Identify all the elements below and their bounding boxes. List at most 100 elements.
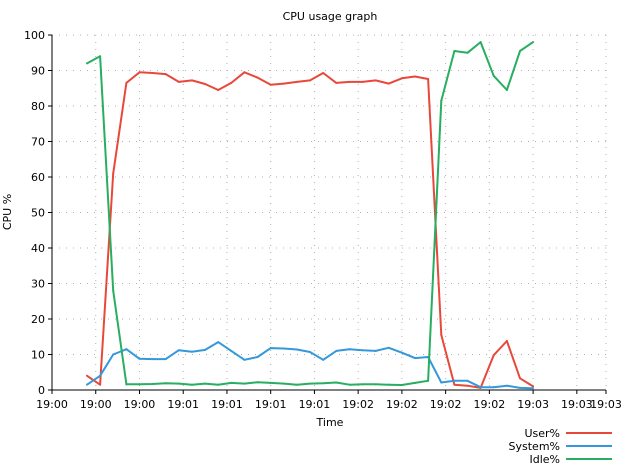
data-point [282, 347, 285, 350]
y-tick-label: 30 [31, 278, 45, 291]
data-point [309, 351, 312, 354]
data-point [348, 383, 351, 386]
data-point [518, 377, 521, 380]
data-point [505, 384, 508, 387]
data-point [217, 89, 220, 92]
x-tick-label: 19:00 [124, 398, 156, 411]
x-tick-label: 19:01 [255, 398, 287, 411]
data-point [387, 82, 390, 85]
data-point [125, 348, 128, 351]
data-point [322, 358, 325, 361]
data-point [505, 89, 508, 92]
data-point [414, 75, 417, 78]
data-point [85, 374, 88, 377]
data-point [453, 379, 456, 382]
data-point [269, 381, 272, 384]
x-tick-label: 19:01 [299, 398, 331, 411]
y-tick-label: 0 [38, 384, 45, 397]
data-point [505, 340, 508, 343]
y-tick-label: 60 [31, 171, 45, 184]
y-tick-label: 10 [31, 349, 45, 362]
data-point [99, 55, 102, 58]
data-point [164, 358, 167, 361]
x-tick-label: 19:03 [561, 398, 593, 411]
data-point [532, 387, 535, 390]
series-line-user-pct [86, 71, 534, 389]
legend: User%System%Idle% [509, 427, 612, 466]
y-tick-label: 70 [31, 136, 45, 149]
axes [48, 34, 607, 394]
data-point [400, 77, 403, 80]
data-point [479, 41, 482, 44]
data-point [256, 381, 259, 384]
data-point [466, 51, 469, 54]
data-point [177, 382, 180, 385]
x-tick-label: 19:00 [36, 398, 68, 411]
data-point [361, 80, 364, 83]
series-line-idle-pct [86, 41, 534, 386]
data-point [466, 384, 469, 387]
series-line-system-pct [86, 341, 534, 390]
data-point [453, 383, 456, 386]
data-point [204, 382, 207, 385]
data-point [466, 379, 469, 382]
data-point [243, 71, 246, 74]
data-point [269, 347, 272, 350]
data-point [479, 386, 482, 389]
data-point [427, 78, 430, 81]
data-point [387, 383, 390, 386]
data-point [492, 386, 495, 389]
data-point [99, 374, 102, 377]
data-point [374, 79, 377, 82]
data-point [453, 49, 456, 52]
y-axis-label: CPU % [1, 194, 14, 230]
data-point [414, 357, 417, 360]
legend-label: User% [524, 427, 560, 440]
data-point [151, 71, 154, 74]
x-tick-label: 19:01 [211, 398, 243, 411]
x-tick-label: 19:03 [517, 398, 549, 411]
data-point [138, 383, 141, 386]
y-tick-label: 20 [31, 313, 45, 326]
data-point [243, 358, 246, 361]
data-point [400, 351, 403, 354]
data-point [125, 81, 128, 84]
y-tick-label: 100 [24, 29, 45, 42]
data-point [295, 80, 298, 83]
data-point [374, 349, 377, 352]
data-point [492, 354, 495, 357]
data-point [177, 80, 180, 83]
data-point [85, 62, 88, 65]
x-axis-label: Time [316, 416, 344, 429]
data-point [440, 333, 443, 336]
data-point [348, 80, 351, 83]
data-point [243, 382, 246, 385]
x-tick-label: 19:00 [80, 398, 112, 411]
legend-label: Idle% [529, 453, 560, 466]
data-point [190, 383, 193, 386]
y-tick-label: 50 [31, 207, 45, 220]
chart-title: CPU usage graph [283, 10, 378, 23]
data-point [295, 348, 298, 351]
x-tick-label: 19:01 [167, 398, 199, 411]
data-point [440, 381, 443, 384]
data-point [269, 83, 272, 86]
data-point [322, 382, 325, 385]
data-point [322, 71, 325, 74]
data-point [427, 379, 430, 382]
data-point [518, 49, 521, 52]
grid-lines [52, 34, 607, 390]
data-point [532, 385, 535, 388]
data-point [112, 353, 115, 356]
x-tick-label: 19:02 [342, 398, 374, 411]
data-point [414, 381, 417, 384]
data-point [230, 381, 233, 384]
x-tick-label: 19:02 [430, 398, 462, 411]
data-series [85, 41, 535, 390]
data-point [164, 73, 167, 76]
data-point [309, 382, 312, 385]
y-tick-label: 80 [31, 100, 45, 113]
data-point [387, 346, 390, 349]
data-point [230, 349, 233, 352]
data-point [295, 383, 298, 386]
